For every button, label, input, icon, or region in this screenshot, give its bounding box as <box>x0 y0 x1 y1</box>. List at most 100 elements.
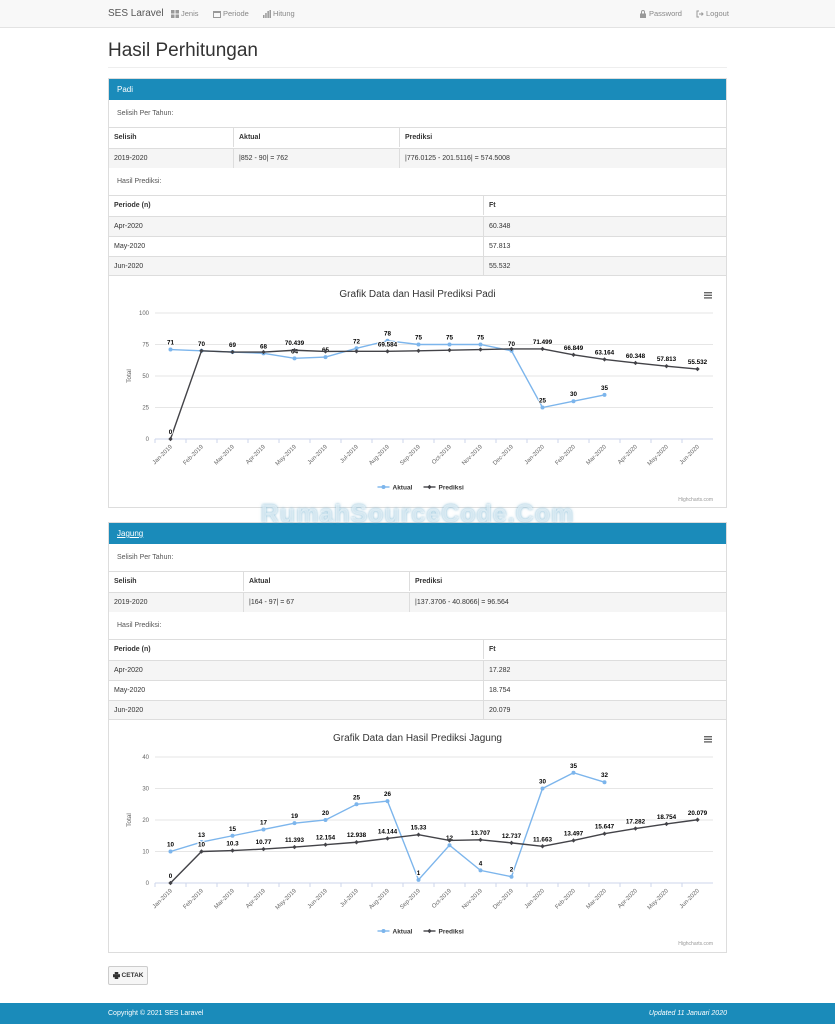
nav-jenis[interactable]: Jenis <box>171 9 199 18</box>
nav-logout[interactable]: Logout <box>696 9 729 18</box>
data-label: 13 <box>198 832 206 839</box>
data-point <box>509 346 514 352</box>
selisih-header-2: Prediksi <box>399 127 726 147</box>
data-label: 75 <box>415 335 423 342</box>
selisih-row: 2019-2020 |164 - 97| = 67 |137.3706 - 40… <box>109 592 726 612</box>
legend: Aktual Prediksi <box>377 484 464 491</box>
x-tick-label: Jun-2019 <box>307 444 329 466</box>
nav-hitung[interactable]: Hitung <box>263 9 295 18</box>
nav-jenis-label: Jenis <box>181 9 199 18</box>
selisih-label: Selisih Per Tahun: <box>117 554 174 561</box>
menu-icon[interactable] <box>704 292 712 299</box>
panel-jagung-heading[interactable]: Jagung <box>109 523 726 544</box>
data-label: 12.154 <box>316 835 336 842</box>
chart-padi: Grafik Data dan Hasil Prediksi Padi 0 25 50… <box>109 279 726 507</box>
data-point <box>292 821 297 826</box>
table-row: Apr-2020 60.348 <box>109 216 726 236</box>
legend-item-aktual[interactable]: Aktual <box>377 484 413 491</box>
legend-item-prediksi[interactable]: Prediksi <box>423 484 464 491</box>
divider <box>109 571 726 572</box>
table-row: May-2020 18.754 <box>109 680 726 700</box>
y-tick-label: 75 <box>142 343 149 349</box>
data-label: 70 <box>508 341 516 348</box>
data-label: 10 <box>198 842 206 849</box>
brand-link[interactable]: SES Laravel <box>108 8 164 19</box>
periode-cell: Apr-2020 <box>114 667 143 674</box>
menu-icon[interactable] <box>704 736 712 743</box>
data-label: 75 <box>446 335 454 342</box>
x-tick-label: Mar-2019 <box>214 888 237 911</box>
y-tick-label: 10 <box>142 850 149 856</box>
periode-cell: May-2020 <box>114 687 146 694</box>
data-label: 14.144 <box>378 828 398 835</box>
y-tick-label: 100 <box>139 311 150 317</box>
data-label: 57.813 <box>657 356 677 363</box>
ft-symbol: Ft <box>489 645 496 653</box>
title-divider <box>108 67 727 68</box>
hasil-label: Hasil Prediksi: <box>117 622 162 629</box>
data-point <box>199 849 204 854</box>
data-label: 20.079 <box>688 810 708 817</box>
nav-password[interactable]: Password <box>639 9 682 18</box>
calendar-icon <box>213 10 221 18</box>
footer-updated: Updated 11 Januari 2020 <box>648 1010 727 1017</box>
panel-jagung-title[interactable]: Jagung <box>117 529 144 538</box>
logout-icon <box>696 10 704 17</box>
x-tick-label: Mar-2019 <box>214 444 237 467</box>
data-point <box>602 780 607 785</box>
divider <box>109 195 726 196</box>
chart-credits: Highcharts.com <box>678 941 713 947</box>
data-point <box>571 838 576 843</box>
data-label: 11.663 <box>533 836 552 843</box>
data-point <box>292 844 297 850</box>
data-point <box>540 786 545 791</box>
table-row: Jun-2020 55.532 <box>109 256 726 276</box>
legend-marker <box>427 484 432 490</box>
data-point <box>540 405 545 410</box>
data-point <box>478 347 483 352</box>
data-point <box>261 827 266 832</box>
periode-cell: Jun-2020 <box>114 706 144 714</box>
nav-periode[interactable]: Periode <box>213 9 249 18</box>
data-label: 0 <box>169 429 173 436</box>
selisih-cell-0: 2019-2020 <box>114 155 148 162</box>
x-tick-label: Jun-2020 <box>679 444 701 466</box>
x-tick-label: Jan-2020 <box>524 444 546 466</box>
ft-cell: 60.348 <box>483 217 726 236</box>
y-tick-label: 0 <box>146 881 150 887</box>
menu-icon-bar <box>704 736 712 738</box>
lock-icon <box>640 9 646 18</box>
x-tick-label: Nov-2019 <box>461 888 484 911</box>
x-tick-label: Sep-2019 <box>399 888 422 911</box>
nav-password-label: Password <box>649 9 682 18</box>
y-tick-label: 50 <box>142 374 149 380</box>
data-point <box>478 868 483 873</box>
x-tick-label: Dec-2019 <box>492 888 515 911</box>
data-label: 72 <box>353 338 361 345</box>
y-tick-label: 0 <box>146 437 150 443</box>
data-label: 60.348 <box>626 353 646 360</box>
x-tick-label: Apr-2019 <box>245 888 267 910</box>
chart-jagung: Grafik Data dan Hasil Prediksi Jagung 0 10… <box>109 723 726 952</box>
data-label: 0 <box>169 873 173 880</box>
data-point <box>323 842 328 847</box>
x-tick-label: Mar-2020 <box>586 888 609 911</box>
x-tick-label: Aug-2019 <box>368 444 391 467</box>
data-label: 18.754 <box>657 814 677 821</box>
legend-item-prediksi[interactable]: Prediksi <box>423 928 464 935</box>
x-tick-label: Jun-2020 <box>679 888 701 910</box>
data-label: 4 <box>479 860 483 867</box>
data-point <box>354 802 359 807</box>
data-point <box>695 817 700 822</box>
data-label: 35 <box>601 385 609 392</box>
data-label: 75 <box>477 335 485 342</box>
menu-icon-bar <box>704 738 712 740</box>
legend-item-aktual[interactable]: Aktual <box>377 928 413 935</box>
data-label: 15.647 <box>595 824 615 831</box>
hasil-header-row: Periode (n) Ft <box>109 195 726 215</box>
x-tick-label: Jan-2019 <box>152 444 174 466</box>
data-point <box>633 360 638 366</box>
selisih-cell-1: |164 - 97| = 67 <box>243 593 409 612</box>
cetak-button[interactable]: CETAK <box>108 966 148 985</box>
ft-cell: 17.282 <box>483 661 726 680</box>
